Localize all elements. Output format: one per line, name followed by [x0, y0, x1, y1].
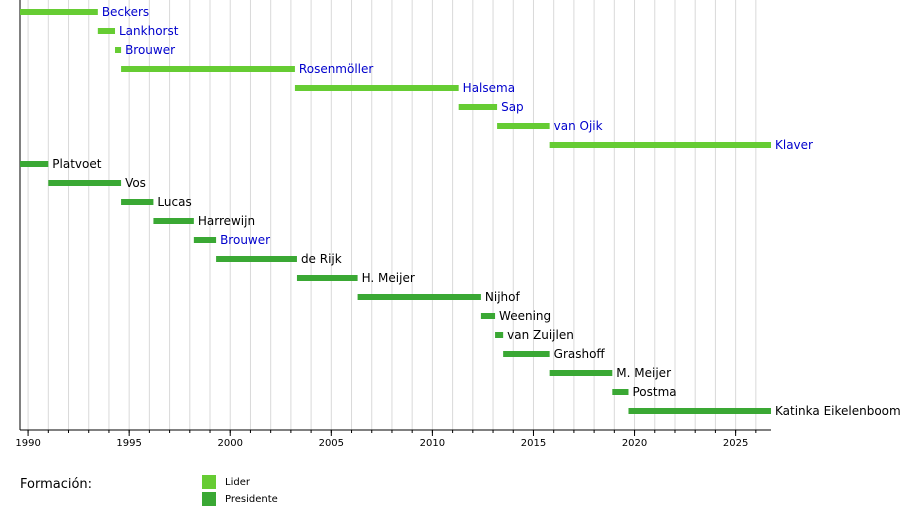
bar-label: Vos — [125, 176, 146, 190]
timeline-bar — [20, 9, 98, 15]
timeline-bar — [296, 275, 358, 281]
legend: Formación: Lider Presidente — [0, 470, 900, 508]
bar-label: Lankhorst — [119, 24, 179, 38]
timeline-bar — [549, 370, 613, 376]
legend-swatch-lider — [202, 475, 216, 489]
timeline-bar — [480, 313, 496, 319]
x-tick-label: 1995 — [116, 438, 141, 449]
bar-label: van Ojik — [554, 119, 603, 133]
bar-label: H. Meijer — [362, 271, 415, 285]
timeline-bar — [97, 28, 116, 34]
bar-label: Weening — [499, 309, 551, 323]
bar-label: Beckers — [102, 5, 149, 19]
legend-title: Formación: — [20, 477, 93, 492]
bar-label: Rosenmöller — [299, 62, 373, 76]
timeline-bar — [628, 408, 771, 414]
bar-label: de Rijk — [301, 252, 342, 266]
timeline-chart: 1990 1995 2000 2005 2010 2015 2020 2025 Beckers L… — [15, 0, 900, 449]
timeline-bar — [193, 237, 217, 243]
bar-label: Klaver — [775, 138, 813, 152]
bar-label: Grashoff — [554, 347, 606, 361]
legend-label-presidente: Presidente — [225, 493, 278, 505]
x-tick-label: 2010 — [420, 438, 445, 449]
x-tick-label: 2015 — [521, 438, 546, 449]
bar-label: Brouwer — [220, 233, 270, 247]
legend-label-lider: Lider — [225, 476, 250, 488]
x-tick-label: 1990 — [15, 438, 40, 449]
bar-label: Platvoet — [52, 157, 101, 171]
bar-label: Katinka Eikelenboom — [775, 404, 900, 418]
legend-item-lider: Lider — [202, 475, 250, 489]
timeline-bar — [357, 294, 481, 300]
timeline-bar — [294, 85, 459, 91]
x-tick-label: 2020 — [622, 438, 647, 449]
timeline-bar — [48, 180, 122, 186]
bar-label: Lucas — [157, 195, 191, 209]
timeline-bar — [549, 142, 771, 148]
bar-label: Sap — [501, 100, 524, 114]
timeline-bar — [216, 256, 297, 262]
timeline-bar — [115, 47, 122, 53]
bar-label: Nijhof — [485, 290, 521, 304]
timeline-bar — [495, 332, 504, 338]
bar-label: M. Meijer — [616, 366, 671, 380]
bar-label: Harrewijn — [198, 214, 255, 228]
timeline-bar — [458, 104, 498, 110]
legend-swatch-presidente — [202, 492, 216, 506]
x-tick-label: 2025 — [723, 438, 748, 449]
timeline-bar — [121, 199, 154, 205]
bar-label: van Zuijlen — [507, 328, 574, 342]
timeline-bar — [497, 123, 550, 129]
timeline-bar — [20, 161, 49, 167]
legend-item-presidente: Presidente — [202, 492, 278, 506]
timeline-bar — [503, 351, 550, 357]
x-tick-label: 2005 — [319, 438, 344, 449]
timeline-bar — [612, 389, 629, 395]
bar-label: Brouwer — [125, 43, 175, 57]
timeline-bar — [153, 218, 194, 224]
timeline-bar — [121, 66, 295, 72]
x-tick-label: 2000 — [218, 438, 243, 449]
bar-label: Halsema — [463, 81, 515, 95]
bar-label: Postma — [632, 385, 676, 399]
